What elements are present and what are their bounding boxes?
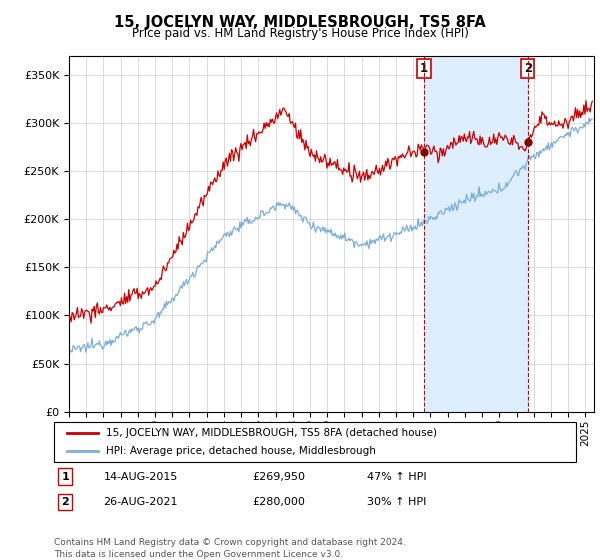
Text: 1: 1	[420, 62, 428, 75]
Text: 2: 2	[62, 497, 70, 507]
Text: £269,950: £269,950	[253, 472, 305, 482]
Text: 2: 2	[524, 62, 532, 75]
Bar	[424, 56, 528, 412]
Text: 47% ↑ HPI: 47% ↑ HPI	[367, 472, 427, 482]
Text: 26-AUG-2021: 26-AUG-2021	[104, 497, 178, 507]
Text: 15, JOCELYN WAY, MIDDLESBROUGH, TS5 8FA: 15, JOCELYN WAY, MIDDLESBROUGH, TS5 8FA	[114, 15, 486, 30]
Text: 30% ↑ HPI: 30% ↑ HPI	[367, 497, 427, 507]
Text: 14-AUG-2015: 14-AUG-2015	[104, 472, 178, 482]
Text: HPI: Average price, detached house, Middlesbrough: HPI: Average price, detached house, Midd…	[106, 446, 376, 456]
Text: Price paid vs. HM Land Registry's House Price Index (HPI): Price paid vs. HM Land Registry's House …	[131, 27, 469, 40]
Text: £280,000: £280,000	[253, 497, 305, 507]
Text: 1: 1	[62, 472, 70, 482]
Text: Contains HM Land Registry data © Crown copyright and database right 2024.
This d: Contains HM Land Registry data © Crown c…	[54, 538, 406, 559]
Text: 15, JOCELYN WAY, MIDDLESBROUGH, TS5 8FA (detached house): 15, JOCELYN WAY, MIDDLESBROUGH, TS5 8FA …	[106, 428, 437, 438]
